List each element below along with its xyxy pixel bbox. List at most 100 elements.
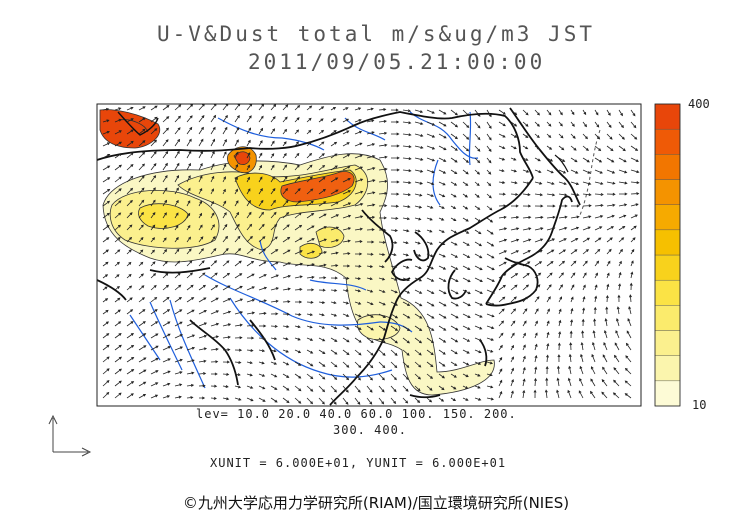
wind-arrow-icon: [210, 163, 215, 171]
wind-arrow-icon: [498, 273, 507, 279]
wind-arrow-icon: [295, 300, 303, 304]
wind-arrow-icon: [378, 216, 387, 220]
wind-arrow-icon: [270, 116, 276, 123]
wind-arrow-icon: [580, 341, 584, 351]
wind-arrow-icon: [366, 167, 376, 171]
wind-arrow-icon: [174, 187, 179, 195]
wind-arrow-icon: [354, 227, 364, 231]
wind-arrow-icon: [474, 301, 483, 306]
wind-arrow-icon: [366, 119, 375, 123]
wind-arrow-icon: [414, 181, 424, 185]
map-plot-area: [97, 104, 640, 406]
wind-arrow-icon: [605, 306, 609, 315]
wind-arrow-icon: [438, 169, 447, 174]
wind-arrow-icon: [570, 260, 577, 267]
wind-arrow-icon: [174, 248, 180, 255]
wind-arrow-icon: [330, 130, 337, 135]
wind-arrow-icon: [594, 272, 598, 279]
wind-arrow-icon: [570, 181, 580, 186]
wind-arrow-icon: [210, 396, 217, 400]
wind-arrow-icon: [378, 108, 387, 112]
wind-arrow-icon: [126, 224, 133, 231]
wind-arrow-icon: [510, 344, 514, 351]
wind-arrow-icon: [390, 349, 398, 356]
wind-arrow-icon: [438, 397, 445, 402]
wind-arrow-icon: [282, 373, 290, 378]
wind-arrow-icon: [450, 253, 459, 258]
wind-arrow-icon: [138, 321, 146, 327]
wind-arrow-icon: [354, 178, 364, 183]
wind-arrow-icon: [630, 121, 637, 129]
wind-arrow-icon: [270, 274, 279, 279]
wind-arrow-icon: [450, 217, 457, 221]
wind-arrow-icon: [486, 193, 492, 199]
wind-arrow-icon: [138, 140, 146, 147]
wind-arrow-icon: [391, 132, 400, 136]
wind-arrow-icon: [114, 368, 122, 375]
wind-arrow-icon: [222, 212, 227, 219]
wind-arrow-icon: [618, 181, 628, 185]
wind-arrow-icon: [486, 241, 495, 247]
wind-arrow-icon: [198, 126, 204, 135]
wind-arrow-icon: [438, 349, 446, 355]
wind-arrow-icon: [534, 261, 543, 267]
wind-arrow-icon: [570, 145, 577, 151]
wind-arrow-icon: [342, 325, 350, 330]
wind-arrow-icon: [366, 179, 376, 183]
wind-arrow-icon: [198, 347, 207, 351]
wind-arrow-icon: [462, 361, 470, 366]
wind-arrow-icon: [330, 165, 338, 171]
wind-arrow-icon: [378, 349, 386, 356]
wind-arrow-icon: [498, 215, 507, 219]
wind-arrow-icon: [138, 128, 146, 135]
wind-arrow-icon: [354, 301, 362, 305]
wind-arrow-icon: [150, 394, 159, 399]
wind-arrow-icon: [629, 294, 632, 303]
wind-arrow-icon: [282, 361, 290, 366]
wind-arrow-icon: [414, 229, 421, 233]
wind-arrow-icon: [294, 212, 302, 219]
wind-arrow-icon: [306, 213, 315, 219]
wind-arrow-icon: [558, 226, 568, 231]
wind-arrow-icon: [162, 175, 168, 183]
wind-arrow-icon: [102, 286, 108, 291]
wind-arrow-icon: [594, 226, 603, 231]
wind-arrow-icon: [354, 202, 364, 207]
wind-arrow-icon: [486, 361, 494, 365]
wind-arrow-icon: [150, 273, 157, 279]
wind-arrow-icon: [556, 377, 560, 387]
wind-arrow-icon: [282, 337, 289, 341]
wind-arrow-icon: [630, 271, 634, 279]
figure-title: U-V&Dust total m/s&ug/m3 JST: [156, 22, 595, 46]
wind-arrow-icon: [162, 321, 171, 327]
wind-arrow-icon: [522, 215, 532, 219]
wind-arrow-icon: [601, 391, 608, 399]
wind-arrow-icon: [210, 310, 220, 315]
wind-arrow-icon: [198, 150, 203, 159]
wind-arrow-icon: [582, 169, 591, 174]
wind-arrow-icon: [162, 296, 170, 303]
wind-arrow-icon: [603, 329, 608, 339]
wind-arrow-icon: [522, 157, 529, 161]
wind-arrow-icon: [174, 174, 179, 183]
wind-arrow-icon: [234, 397, 242, 401]
wind-arrow-icon: [510, 227, 520, 231]
wind-arrow-icon: [234, 115, 240, 123]
wind-arrow-icon: [246, 324, 255, 328]
wind-arrow-icon: [174, 321, 183, 327]
wind-arrow-icon: [354, 190, 364, 195]
wind-arrow-icon: [246, 115, 252, 123]
wind-arrow-icon: [390, 108, 399, 112]
wind-arrow-icon: [390, 241, 398, 245]
wind-arrow-icon: [342, 178, 351, 183]
wind-arrow-icon: [114, 130, 122, 135]
wind-arrow-icon: [294, 385, 302, 392]
wind-arrow-icon: [522, 355, 526, 363]
wind-arrow-icon: [138, 199, 145, 207]
wind-arrow-icon: [378, 385, 385, 393]
wind-arrow-icon: [545, 377, 549, 387]
wind-arrow-icon: [366, 228, 375, 232]
wind-arrow-icon: [102, 321, 109, 327]
wind-arrow-icon: [354, 313, 362, 318]
wind-arrow-icon: [294, 312, 302, 316]
